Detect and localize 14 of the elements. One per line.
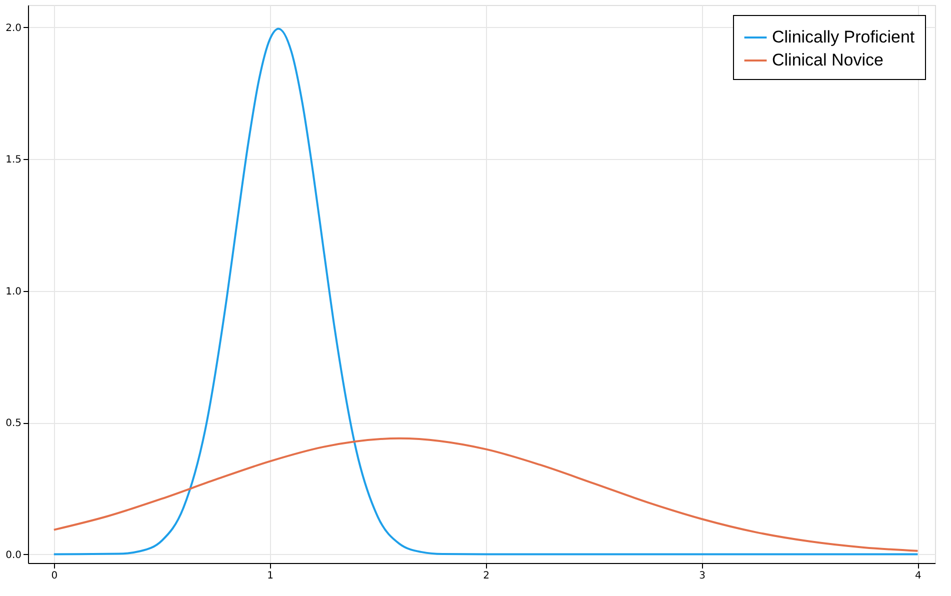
- line-series: [52, 437, 919, 552]
- y-tick-label: 1.5: [6, 154, 22, 166]
- x-tick-label: 2: [483, 570, 490, 582]
- y-tick-label: 1.0: [6, 286, 22, 298]
- x-tick-label: 4: [915, 570, 922, 582]
- x-tick-label: 1: [267, 570, 274, 582]
- x-tick-label: 0: [51, 570, 58, 582]
- line-series: [52, 28, 919, 556]
- legend-label: Clinical Novice: [772, 50, 884, 70]
- legend-label: Clinically Proficient: [772, 28, 915, 46]
- y-tick-label: 0.0: [6, 550, 22, 561]
- y-tick-label: 0.5: [6, 418, 22, 430]
- y-tick-label: 2.0: [6, 22, 22, 34]
- x-tick-label: 3: [699, 570, 706, 582]
